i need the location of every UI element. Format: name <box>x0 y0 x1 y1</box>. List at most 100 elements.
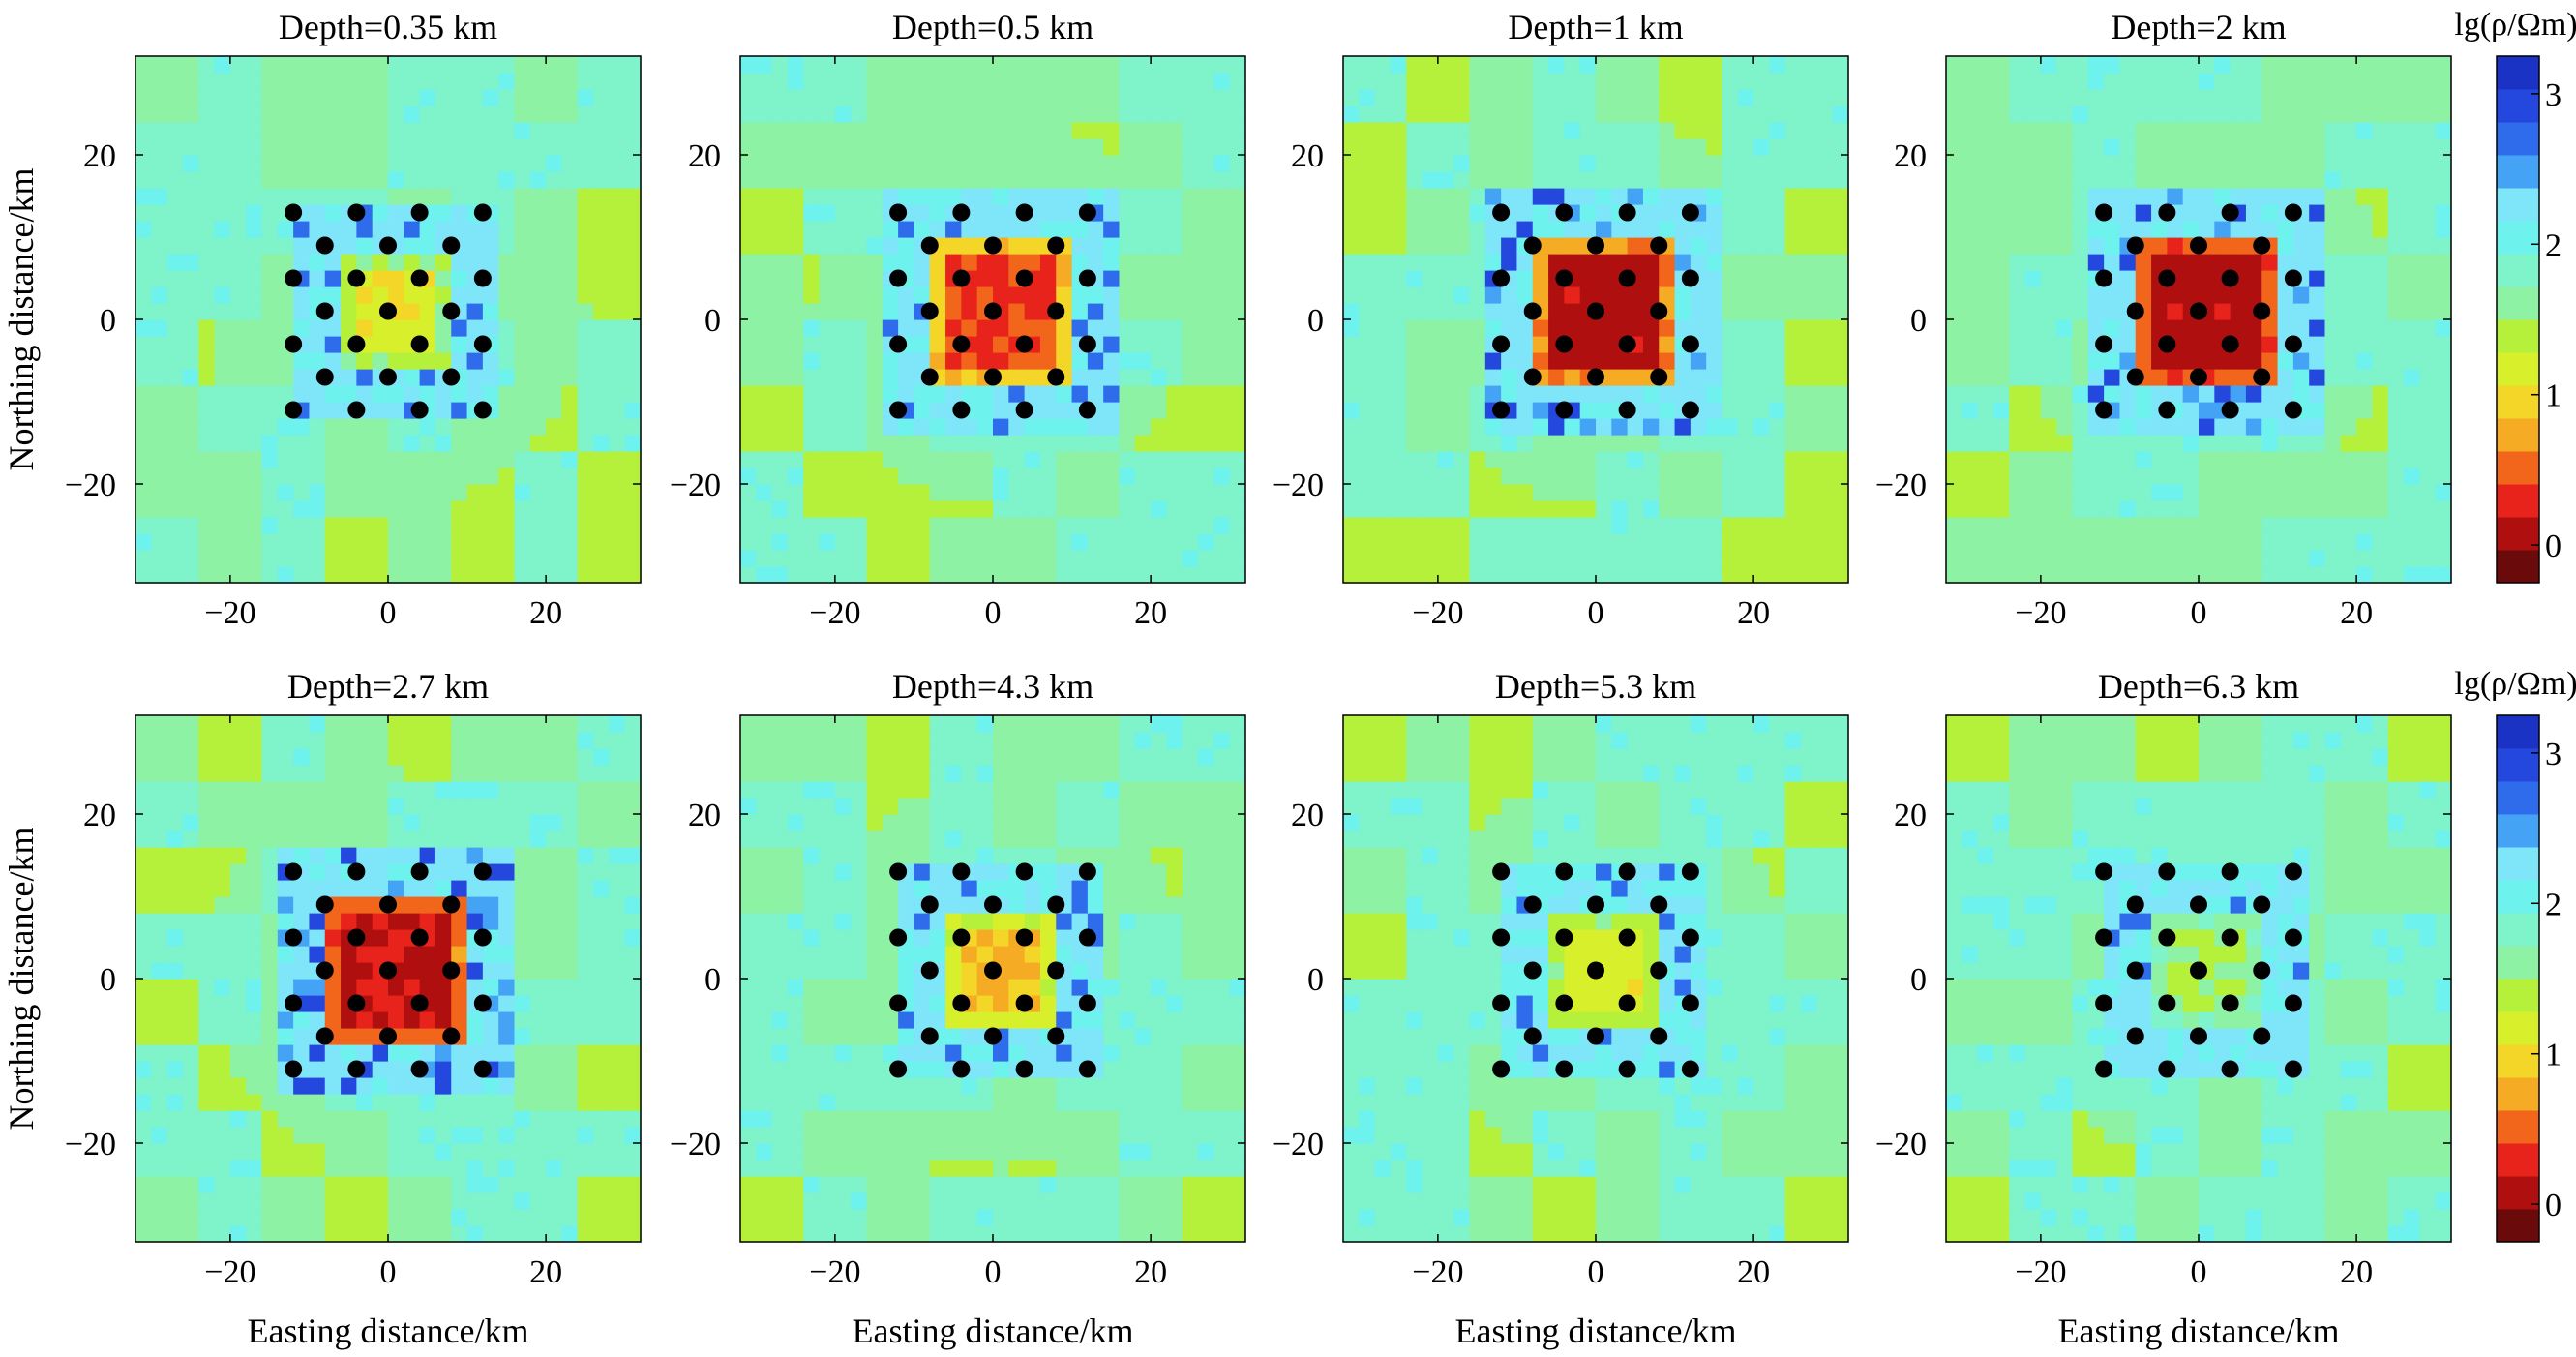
heatmap-cell <box>1374 418 1392 436</box>
heatmap-cell <box>1087 319 1104 337</box>
heatmap-cell <box>324 1160 342 1177</box>
heatmap-cell <box>1437 550 1454 567</box>
heatmap-cell <box>1579 122 1597 139</box>
heatmap-cell <box>2056 254 2074 271</box>
heatmap-cell <box>1753 402 1771 419</box>
heatmap-cell <box>1642 286 1660 304</box>
heatmap-cell <box>2040 73 2057 90</box>
heatmap-cell <box>882 435 899 452</box>
heatmap-cell <box>466 1110 484 1128</box>
heatmap-cell <box>1706 451 1723 468</box>
heatmap-cell <box>1516 566 1534 584</box>
heatmap-cell <box>2024 106 2042 123</box>
heatmap-cell <box>1564 451 1581 468</box>
heatmap-cell <box>166 418 184 436</box>
heatmap-cell <box>451 1160 468 1177</box>
heatmap-cell <box>498 204 516 222</box>
heatmap-cell <box>309 138 326 156</box>
heatmap-cell <box>819 352 836 370</box>
heatmap-cell <box>182 122 199 139</box>
heatmap-cell <box>341 89 357 106</box>
heatmap-cell <box>1056 550 1073 567</box>
heatmap-cell <box>2104 319 2121 337</box>
heatmap-cell <box>466 369 484 386</box>
heatmap-cell <box>2104 385 2121 403</box>
heatmap-cell <box>1627 56 1644 74</box>
heatmap-cell <box>898 484 915 501</box>
heatmap-cell <box>1151 484 1168 501</box>
heatmap-cell <box>182 336 199 353</box>
heatmap-cell <box>229 1209 247 1226</box>
heatmap-cell <box>2356 533 2374 551</box>
heatmap-cell <box>1087 221 1104 238</box>
heatmap-cell <box>1548 155 1565 172</box>
heatmap-cell <box>2230 517 2247 534</box>
heatmap-cell <box>546 467 563 485</box>
heatmap-cell <box>309 880 326 897</box>
heatmap-cell <box>2182 155 2200 172</box>
heatmap-cell <box>529 517 547 534</box>
heatmap-cell <box>277 913 294 930</box>
x-tick-label: −20 <box>809 595 860 631</box>
heatmap-cell <box>341 962 357 980</box>
heatmap-cell <box>1119 89 1136 106</box>
heatmap-cell <box>2230 155 2247 172</box>
heatmap-cell <box>135 1143 152 1161</box>
heatmap-cell <box>1564 73 1581 90</box>
heatmap-cell <box>1737 402 1754 419</box>
heatmap-cell <box>945 484 962 501</box>
heatmap-cell <box>1484 550 1502 567</box>
heatmap-cell <box>482 286 499 304</box>
heatmap-cell <box>419 798 436 815</box>
heatmap-cell <box>1213 270 1231 287</box>
heatmap-cell <box>451 500 468 518</box>
heatmap-cell <box>261 748 279 766</box>
heatmap-cell <box>2214 385 2232 403</box>
heatmap-cell <box>993 270 1009 287</box>
heatmap-cell <box>976 550 994 567</box>
heatmap-cell <box>1706 204 1723 222</box>
heatmap-cell <box>898 533 915 551</box>
heatmap-cell <box>1611 286 1629 304</box>
heatmap-cell <box>341 979 357 996</box>
x-tick-label: 0 <box>380 595 397 631</box>
heatmap-cell <box>961 550 978 567</box>
heatmap-cell <box>2135 418 2152 436</box>
heatmap-cell <box>166 1225 184 1243</box>
heatmap-cell <box>182 467 199 485</box>
heatmap-cell <box>929 286 946 304</box>
heatmap-cell <box>1977 402 1994 419</box>
heatmap-cell <box>229 798 247 815</box>
heatmap-cell <box>1151 336 1168 353</box>
heatmap-cell <box>1166 155 1183 172</box>
heatmap-cell <box>1706 221 1723 238</box>
heatmap-cell <box>882 319 899 337</box>
heatmap-cell <box>214 188 231 205</box>
heatmap-cell <box>514 451 531 468</box>
heatmap-cell <box>182 1209 199 1226</box>
heatmap-cell <box>246 89 263 106</box>
heatmap-cell <box>1977 56 1994 74</box>
heatmap-cell <box>2372 89 2389 106</box>
heatmap-cell <box>1343 418 1360 436</box>
heatmap-cell <box>1532 270 1549 287</box>
heatmap-cell <box>277 286 294 304</box>
heatmap-cell <box>1722 402 1739 419</box>
heatmap-cell <box>419 106 436 123</box>
heatmap-cell <box>1229 385 1246 403</box>
heatmap-cell <box>1690 56 1707 74</box>
heatmap-cell <box>787 533 804 551</box>
heatmap-cell <box>2261 138 2279 156</box>
heatmap-cell <box>1166 435 1183 452</box>
station-marker <box>2190 302 2207 320</box>
heatmap-cell <box>1039 73 1057 90</box>
heatmap-cell <box>1071 286 1089 304</box>
heatmap-cell <box>1008 533 1026 551</box>
heatmap-cell <box>1501 385 1518 403</box>
heatmap-cell <box>945 369 962 386</box>
heatmap-cell <box>2072 517 2089 534</box>
heatmap-cell <box>1532 89 1549 106</box>
heatmap-cell <box>2245 73 2262 90</box>
heatmap-cell <box>372 352 389 370</box>
station-marker <box>2284 335 2302 353</box>
